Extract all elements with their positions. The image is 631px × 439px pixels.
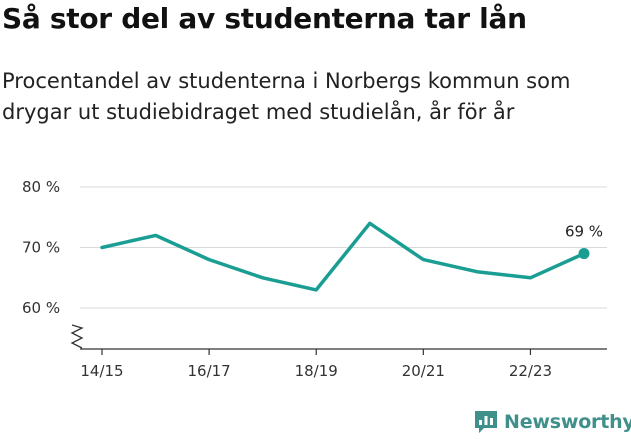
y-axis-tick-labels: 60 % 70 % 80 % bbox=[22, 178, 60, 317]
axis-break-icon bbox=[70, 324, 84, 349]
chart-subtitle: Procentandel av studenterna i Norbergs k… bbox=[2, 69, 571, 124]
data-labels: 69 % bbox=[565, 223, 603, 241]
last-value-label: 69 % bbox=[565, 223, 603, 241]
y-tick-label-80: 80 % bbox=[22, 178, 60, 196]
grid-lines bbox=[80, 186, 607, 309]
last-point-marker bbox=[578, 248, 590, 260]
newsworthy-logo-icon bbox=[475, 411, 497, 433]
series-line-path bbox=[100, 221, 586, 292]
x-tick-label-22-23: 22/23 bbox=[509, 362, 552, 380]
x-tick-label-20-21: 20/21 bbox=[402, 362, 445, 380]
x-tick-label-18-19: 18/19 bbox=[295, 362, 338, 380]
chart-title: Så stor del av studenterna tar lån bbox=[2, 2, 527, 35]
y-tick-label-60: 60 % bbox=[22, 299, 60, 317]
y-tick-label-70: 70 % bbox=[22, 239, 60, 257]
series-line bbox=[100, 221, 590, 292]
x-axis: 14/15 16/17 18/19 20/21 22/23 bbox=[70, 324, 607, 380]
newsworthy-logo-text: Newsworthy bbox=[504, 411, 631, 433]
newsworthy-logo: Newsworthy bbox=[474, 408, 631, 436]
x-tick-label-14-15: 14/15 bbox=[80, 362, 123, 380]
x-tick-label-16-17: 16/17 bbox=[187, 362, 230, 380]
